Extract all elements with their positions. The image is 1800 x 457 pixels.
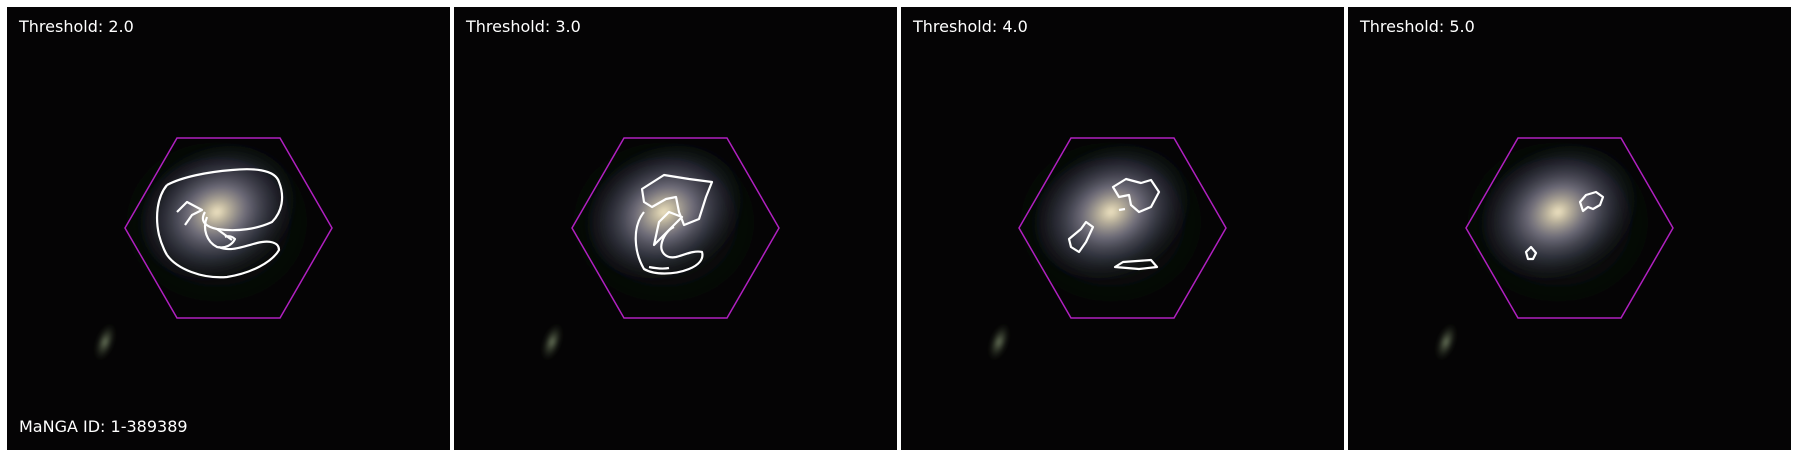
galaxy-panel-2: Threshold: 3.0 bbox=[454, 7, 897, 450]
galaxy-panel-4: Threshold: 5.0 bbox=[1348, 7, 1791, 450]
contour-inner bbox=[203, 216, 237, 249]
contour-dot bbox=[1118, 207, 1126, 212]
contour-left bbox=[1067, 220, 1095, 254]
galaxy-image-4 bbox=[1433, 112, 1683, 362]
contour-lower bbox=[1113, 258, 1159, 271]
hexagon-footprint bbox=[1465, 137, 1674, 319]
contours-4 bbox=[1524, 190, 1605, 261]
contour-tail bbox=[648, 265, 670, 270]
contour-lower bbox=[634, 211, 704, 275]
hexagon-footprint bbox=[571, 137, 780, 319]
galaxy-image-2 bbox=[539, 112, 789, 362]
companion-galaxy bbox=[541, 322, 563, 362]
manga-id-label: MaNGA ID: 1-389389 bbox=[19, 417, 188, 436]
contours-2 bbox=[634, 173, 714, 275]
galaxy-image-3 bbox=[986, 112, 1236, 362]
threshold-label-1: Threshold: 2.0 bbox=[19, 17, 134, 36]
galaxy-image-1 bbox=[92, 112, 342, 362]
threshold-label-2: Threshold: 3.0 bbox=[466, 17, 581, 36]
companion-galaxy bbox=[94, 322, 116, 362]
contour-inner bbox=[652, 210, 684, 247]
threshold-label-3: Threshold: 4.0 bbox=[913, 17, 1028, 36]
threshold-label-4: Threshold: 5.0 bbox=[1360, 17, 1475, 36]
galaxy-panel-1: Threshold: 2.0 MaNGA ID: 1-389389 bbox=[7, 7, 450, 450]
galaxy-body bbox=[578, 138, 750, 286]
contour-left bbox=[156, 184, 168, 256]
contour-upper bbox=[1111, 177, 1161, 214]
galaxy-body bbox=[131, 138, 303, 286]
contour-lower bbox=[166, 240, 281, 279]
galaxy-panel-3: Threshold: 4.0 bbox=[901, 7, 1344, 450]
companion-galaxy bbox=[988, 322, 1010, 362]
contours-3 bbox=[1067, 177, 1161, 271]
contour-upper bbox=[640, 173, 714, 227]
contour-outer bbox=[166, 168, 284, 232]
contour-stroke bbox=[216, 228, 233, 241]
companion-galaxy bbox=[1435, 322, 1457, 362]
contour-hook bbox=[176, 200, 204, 226]
hexagon-footprint bbox=[1018, 137, 1227, 319]
galaxy-body bbox=[1472, 138, 1644, 286]
contours-1 bbox=[156, 168, 284, 279]
hexagon-footprint bbox=[124, 137, 333, 319]
contour-upper bbox=[1578, 190, 1605, 213]
contour-lower bbox=[1524, 245, 1538, 261]
galaxy-body bbox=[1025, 138, 1197, 286]
